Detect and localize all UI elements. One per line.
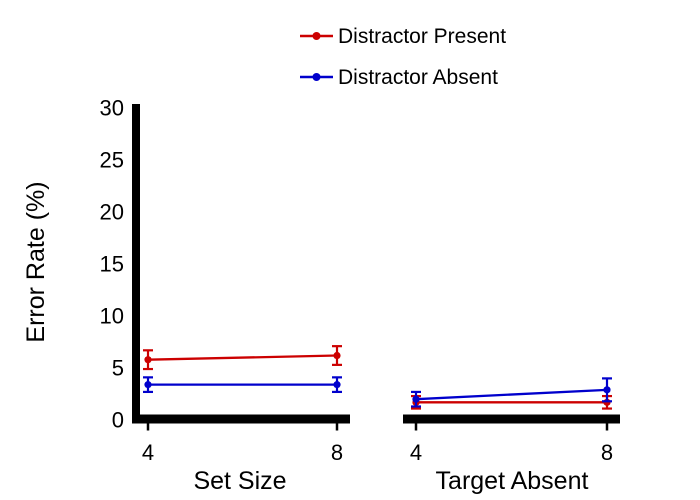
- data-point-marker: [144, 381, 152, 389]
- data-point-marker: [333, 381, 341, 389]
- data-point-marker: [333, 351, 341, 360]
- y-tick-label: 25: [100, 148, 124, 173]
- x-tick-label: 8: [331, 440, 343, 465]
- data-point-marker: [144, 356, 152, 364]
- y-axis-title: Error Rate (%): [22, 181, 50, 342]
- y-tick-label: 10: [100, 304, 124, 329]
- legend-label-1: Distractor Absent: [338, 66, 498, 89]
- x-axis-title-0: Set Size: [193, 467, 286, 495]
- y-axis-spine: [132, 104, 140, 424]
- series-line: [147, 354, 338, 361]
- legend-label-0: Distractor Present: [338, 25, 506, 48]
- x-tick-label: 4: [142, 440, 154, 465]
- y-tick-label: 30: [100, 96, 124, 121]
- data-point-marker: [412, 395, 420, 403]
- y-tick-label: 0: [112, 408, 124, 433]
- x-tick-label: 8: [601, 440, 613, 465]
- x-axis-title-1: Target Absent: [436, 467, 589, 495]
- y-tick-label: 20: [100, 200, 124, 225]
- legend-marker-icon: [312, 32, 321, 40]
- data-point-marker: [603, 386, 611, 394]
- x-axis-bar: [403, 414, 620, 424]
- y-tick-label: 5: [112, 356, 124, 381]
- y-tick-label: 15: [100, 252, 124, 277]
- x-tick-label: 4: [410, 440, 422, 465]
- legend-marker-icon: [312, 73, 321, 81]
- series-line: [415, 388, 608, 401]
- x-axis-bar: [132, 414, 350, 424]
